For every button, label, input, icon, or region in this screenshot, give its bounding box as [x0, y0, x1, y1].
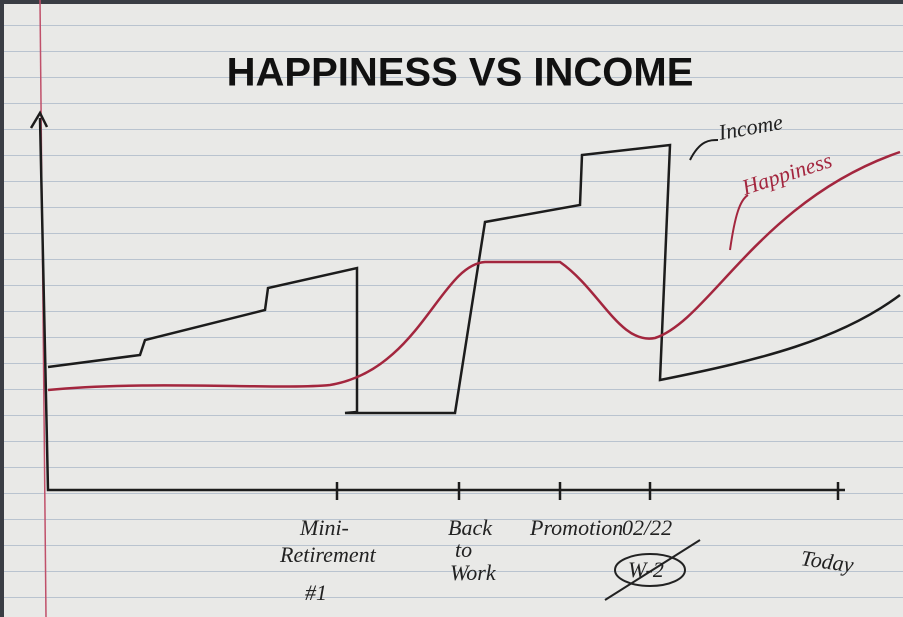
x-label: #1 [305, 580, 327, 605]
income-pointer [690, 140, 718, 160]
x-label: Work [450, 560, 497, 585]
x-label: Today [799, 545, 855, 577]
x-label: 02/22 [622, 515, 672, 540]
x-label-note: W-2 [628, 557, 664, 582]
x-label: Retirement [279, 542, 377, 567]
income-label: Income [716, 109, 785, 145]
drawing: HAPPINESS VS INCOME Income Happiness Min… [0, 0, 903, 617]
axes [31, 113, 845, 500]
x-label: Mini- [299, 515, 349, 540]
happiness-pointer [730, 195, 748, 250]
x-label: Promotion [529, 515, 623, 540]
title: HAPPINESS VS INCOME [227, 51, 694, 95]
x-labels: Mini- Retirement #1 Back to Work Promoti… [279, 515, 855, 605]
notebook-photo: HAPPINESS VS INCOME Income Happiness Min… [0, 0, 903, 617]
x-label: to [455, 537, 472, 562]
axis [40, 118, 845, 490]
